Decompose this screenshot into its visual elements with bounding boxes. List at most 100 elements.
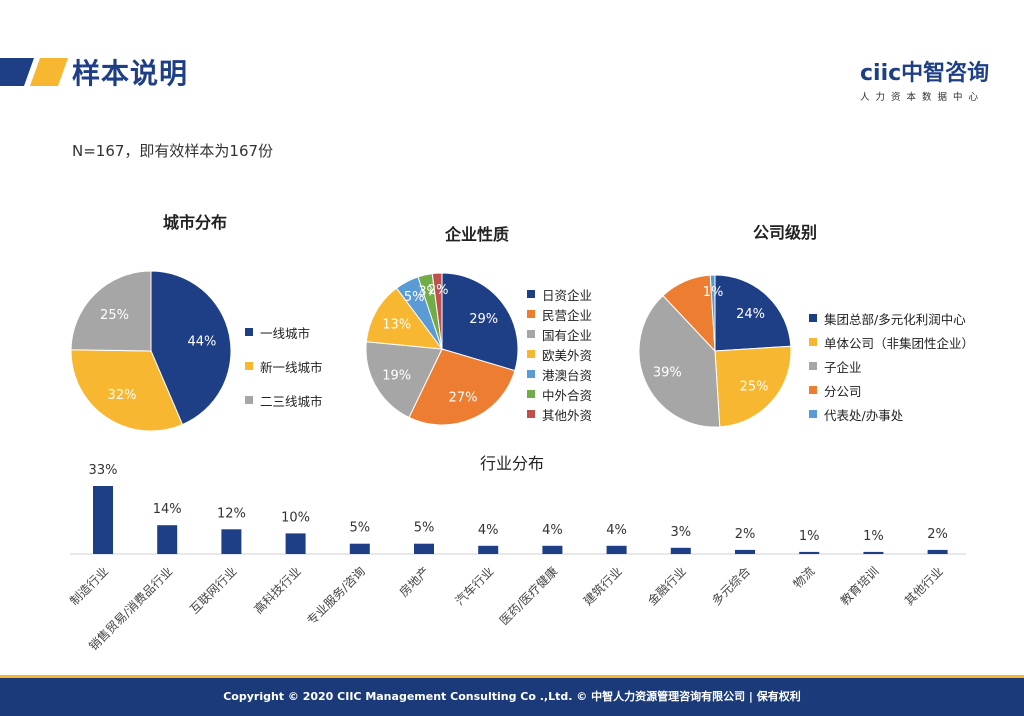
company-type-legend: 日资企业 民营企业 国有企业 欧美外资 港澳台资 中外合资 其他外资	[527, 284, 592, 424]
legend-label: 子企业	[824, 359, 862, 375]
legend-label: 欧美外资	[542, 347, 593, 363]
pie-data-label: 32%	[108, 388, 137, 403]
bar-data-label: 1%	[863, 529, 884, 544]
footer-copyright: Copyright © 2020 CIIC Management Consult…	[223, 690, 801, 703]
bar-data-label: 5%	[349, 521, 370, 536]
sample-size-note: N=167，即有效样本为167份	[72, 142, 274, 160]
pie-slice	[709, 274, 716, 352]
logo-main-text: ciic中智咨询	[860, 61, 990, 86]
pie-slice	[408, 348, 516, 426]
bar-data-label: 4%	[478, 523, 499, 538]
pie-slice	[714, 274, 792, 352]
legend-label: 民营企业	[542, 307, 593, 323]
legend-item: 国有企业	[527, 324, 592, 344]
pie-data-label: 25%	[740, 379, 769, 394]
pie-data-label: 25%	[100, 308, 129, 323]
legend-swatch	[527, 350, 535, 358]
pie-data-label: 19%	[382, 369, 411, 384]
pie-slice	[70, 349, 184, 432]
bar-data-label: 33%	[89, 463, 118, 478]
page-title: 样本说明	[72, 57, 189, 90]
legend-swatch	[245, 396, 253, 404]
bar	[606, 545, 627, 554]
bar	[157, 525, 178, 554]
bar	[93, 486, 113, 554]
bar-data-label: 12%	[217, 506, 246, 521]
bar-category-label: 物流	[790, 564, 817, 591]
legend-label: 分公司	[824, 383, 862, 399]
industry-chart-title: 行业分布	[480, 454, 545, 473]
legend-label: 代表处/办事处	[824, 407, 904, 423]
bar-data-label: 10%	[281, 510, 310, 525]
pie-data-label: 27%	[449, 391, 478, 406]
bar-category-label: 互联网行业	[187, 564, 239, 616]
pie-data-label: 29%	[469, 312, 498, 327]
bar-category-label: 高科技行业	[251, 564, 304, 617]
legend-item: 集团总部/多元化利润中心	[809, 306, 974, 330]
bar	[349, 543, 370, 554]
bar-data-label: 3%	[670, 525, 691, 540]
company-logo: ciic中智咨询 人力资本数据中心	[860, 55, 989, 103]
bar-data-label: 2%	[735, 527, 756, 542]
legend-swatch	[809, 386, 817, 394]
bar-category-label: 多元综合	[709, 564, 754, 609]
legend-label: 港澳台资	[542, 367, 593, 383]
legend-label: 二三线城市	[260, 393, 323, 409]
legend-item: 分公司	[809, 378, 974, 402]
bar	[285, 533, 306, 554]
bar	[799, 551, 820, 554]
bar-category-label: 汽车行业	[452, 564, 497, 609]
bar	[221, 529, 242, 554]
footer-bar	[0, 675, 1024, 716]
city-legend: 一线城市新一线城市二三线城市	[245, 315, 323, 417]
legend-label: 一线城市	[260, 325, 311, 341]
pie-slice	[150, 270, 232, 426]
legend-item: 一线城市	[245, 315, 323, 349]
legend-swatch	[527, 330, 535, 338]
legend-label: 国有企业	[542, 327, 593, 343]
bar	[927, 549, 948, 554]
company-level-chart-title: 公司级别	[753, 223, 818, 242]
pie-slice	[70, 270, 152, 352]
legend-item: 新一线城市	[245, 349, 323, 383]
city-chart-title: 城市分布	[163, 213, 228, 232]
legend-item: 单体公司（非集团性企业）	[809, 330, 974, 354]
pie-data-label: 24%	[736, 307, 765, 322]
legend-item: 欧美外资	[527, 344, 592, 364]
bar-data-label: 14%	[153, 502, 182, 517]
legend-swatch	[809, 338, 817, 346]
legend-item: 子企业	[809, 354, 974, 378]
pie-data-label: 1%	[703, 285, 724, 300]
legend-swatch	[245, 362, 253, 370]
legend-item: 民营企业	[527, 304, 592, 324]
legend-swatch	[245, 328, 253, 336]
bar-category-label: 建筑行业	[580, 564, 625, 609]
bar-data-label: 5%	[414, 521, 435, 536]
pie-slice	[365, 287, 444, 350]
bar	[863, 551, 884, 554]
pie-slice	[431, 272, 443, 350]
bar-category-label: 教育培训	[837, 564, 882, 609]
pie-data-label: 44%	[187, 335, 216, 350]
legend-swatch	[527, 410, 535, 418]
legend-swatch	[527, 310, 535, 318]
pie-data-label: 39%	[653, 366, 682, 381]
legend-item: 日资企业	[527, 284, 592, 304]
bar-category-label: 金融行业	[644, 564, 689, 609]
pie-data-label: 2%	[428, 283, 449, 298]
legend-swatch	[809, 410, 817, 418]
bar	[735, 549, 755, 554]
company-level-legend: 集团总部/多元化利润中心 单体公司（非集团性企业） 子企业分公司代表处/办事处	[809, 306, 974, 426]
logo-sub-text: 人力资本数据中心	[860, 92, 985, 103]
bar-data-label: 1%	[799, 529, 820, 544]
legend-label: 中外合资	[542, 387, 593, 403]
pie-slice	[365, 341, 443, 419]
legend-swatch	[527, 370, 535, 378]
company-type-chart-title: 企业性质	[445, 225, 510, 244]
footer-accent-stripe	[0, 675, 1024, 678]
bar-category-label: 专业服务/咨询	[304, 564, 368, 628]
pie-slice	[638, 294, 721, 428]
legend-swatch	[809, 362, 817, 370]
pie-data-label: 5%	[404, 290, 425, 305]
